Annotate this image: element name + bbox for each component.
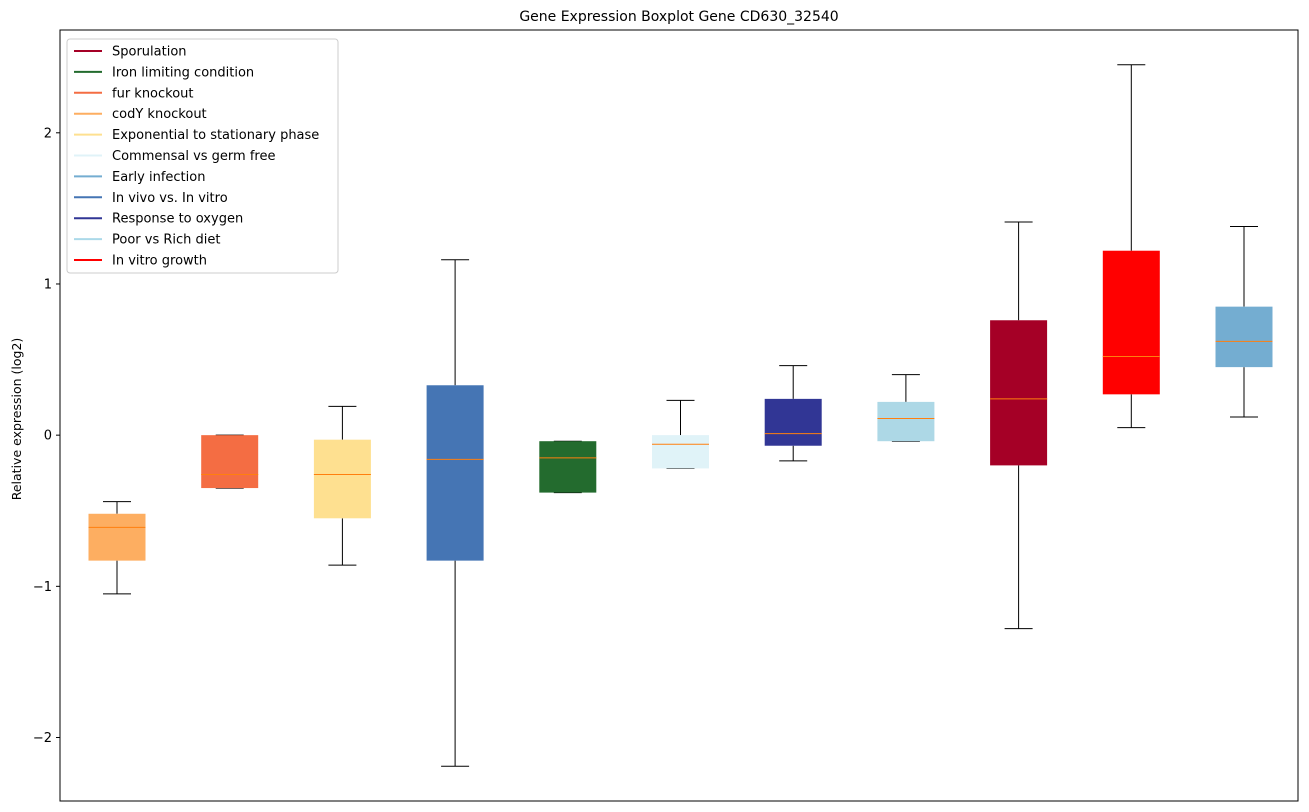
box-8 — [877, 374, 935, 442]
box-body — [313, 439, 371, 519]
box-body — [539, 441, 597, 493]
legend-label: Sporulation — [112, 45, 187, 60]
y-tick-label: 2 — [44, 126, 52, 141]
box-body — [426, 385, 484, 561]
legend-entry: Iron limiting condition — [74, 65, 254, 80]
box-body — [990, 320, 1048, 466]
legend-entry: In vivo vs. In vitro — [74, 191, 228, 206]
box-11 — [1215, 226, 1273, 418]
legend-label: Early infection — [112, 170, 205, 185]
box-body — [1215, 306, 1273, 368]
plot-frame — [59, 29, 1299, 802]
legend-entry: Poor vs Rich diet — [74, 233, 220, 248]
box-body — [88, 513, 146, 561]
legend-entry: Commensal vs germ free — [74, 149, 275, 164]
legend-label: Iron limiting condition — [112, 65, 254, 80]
legend-label: fur knockout — [112, 86, 194, 101]
legend-entry: In vitro growth — [74, 254, 207, 269]
box-1 — [88, 501, 146, 595]
box-3 — [313, 405, 371, 566]
y-tick-label: −2 — [33, 731, 52, 746]
box-9 — [990, 221, 1048, 630]
legend-entry: codY knockout — [74, 107, 207, 122]
y-tick-label: 0 — [44, 429, 52, 444]
box-10 — [1102, 64, 1160, 429]
box-body — [1102, 250, 1160, 395]
legend-entry: Exponential to stationary phase — [74, 128, 319, 143]
box-4 — [426, 259, 484, 767]
legend-label: In vitro growth — [112, 254, 207, 269]
box-5 — [539, 440, 597, 494]
legend-label: Exponential to stationary phase — [112, 128, 319, 143]
box-6 — [652, 399, 709, 469]
y-axis-label: Relative expression (log2) — [9, 338, 24, 501]
chart-title: Gene Expression Boxplot Gene CD630_32540 — [519, 9, 838, 25]
legend-entry: Sporulation — [74, 45, 187, 60]
legend-entry: fur knockout — [74, 86, 194, 101]
boxes-layer — [88, 64, 1273, 767]
box-body — [764, 398, 822, 446]
legend-entry: Response to oxygen — [74, 212, 243, 227]
legend-label: codY knockout — [112, 107, 207, 122]
legend-label: Poor vs Rich diet — [112, 233, 220, 248]
box-7 — [764, 365, 822, 462]
legend-label: In vivo vs. In vitro — [112, 191, 228, 206]
box-body — [652, 435, 709, 469]
legend-entry: Early infection — [74, 170, 205, 185]
legend-frame — [66, 38, 339, 274]
y-tick-label: −1 — [33, 580, 52, 595]
legend-label: Commensal vs germ free — [112, 149, 275, 164]
y-axis: −2 −1 0 1 2 — [33, 126, 60, 746]
legend: Sporulation Iron limiting condition fur kn… — [66, 38, 339, 274]
box-body — [201, 435, 259, 489]
legend-label: Response to oxygen — [112, 212, 243, 227]
box-body — [877, 401, 935, 442]
y-tick-label: 1 — [44, 277, 52, 292]
box-2 — [201, 434, 259, 489]
